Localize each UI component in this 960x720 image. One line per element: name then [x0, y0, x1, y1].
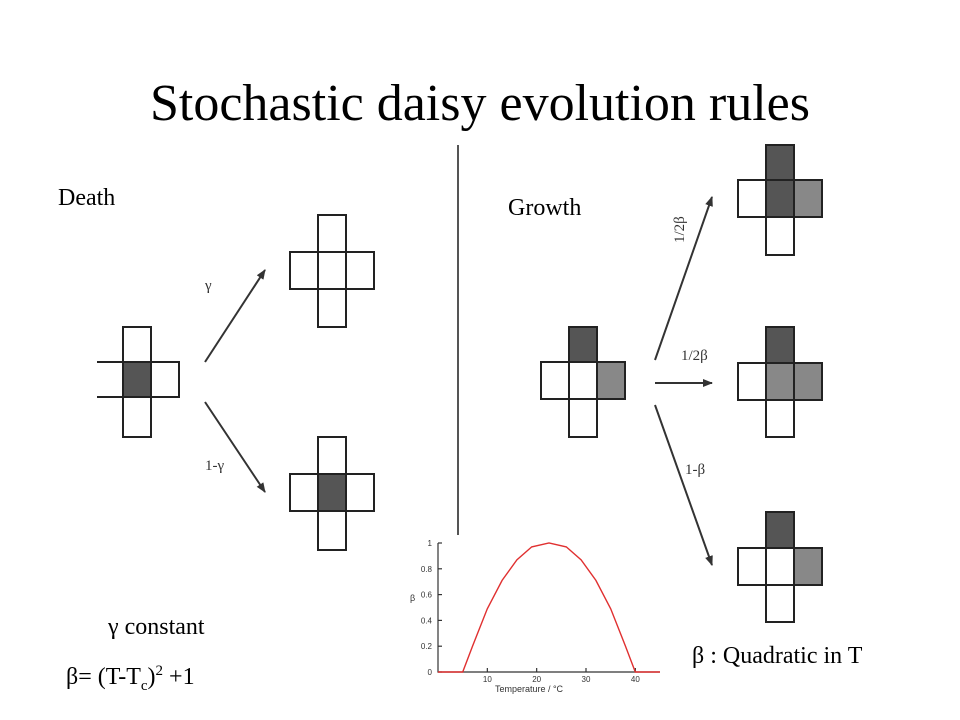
chart-y-axis-label: β	[410, 593, 415, 603]
chart-y-tick-label: 0.6	[421, 591, 433, 600]
death-arrow-up	[204, 269, 266, 363]
chart-x-axis-label: Temperature / °C	[495, 684, 564, 694]
growth-source-cross	[540, 326, 626, 438]
chart-x-tick-label: 20	[532, 675, 541, 684]
death-rate-one-minus-gamma: 1-γ	[205, 458, 224, 474]
beta-formula-superscript: 2	[155, 663, 164, 679]
chart-x-tick-label: 10	[483, 675, 492, 684]
beta-formula: β= (T-Tc)2 +1	[66, 657, 195, 700]
death-result-empty-cross	[289, 214, 375, 328]
beta-temperature-chart: 0 0.2 0.4 0.6 0.8 1 10 20 30 40 β Temperature / …	[410, 539, 660, 694]
chart-background	[398, 535, 660, 720]
growth-result-middle-cross	[737, 326, 823, 438]
slide-title: Stochastic daisy evolution rules	[149, 75, 810, 132]
growth-rate-half-beta-up: 1/2β	[672, 216, 688, 243]
chart-y-tick-label: 0.8	[421, 565, 433, 574]
death-result-survive-cross	[289, 436, 375, 551]
death-source-cross	[97, 326, 180, 438]
death-label: Death	[58, 185, 116, 211]
chart-x-tick-label: 40	[631, 675, 640, 684]
beta-formula-prefix: β= (T-T	[66, 664, 141, 690]
beta-formula-suffix: +1	[163, 664, 195, 690]
growth-result-top-cross	[737, 144, 823, 256]
growth-arrow-up	[654, 196, 713, 361]
chart-y-tick-label: 0.2	[421, 642, 433, 651]
beta-curve-line	[438, 542, 660, 673]
growth-rate-one-minus-beta: 1-β	[685, 462, 705, 478]
beta-quadratic-note: β : Quadratic in T	[692, 643, 863, 669]
chart-x-tick-label: 30	[582, 675, 591, 684]
death-arrow-down	[204, 401, 266, 493]
death-rate-gamma: γ	[204, 278, 212, 294]
growth-arrow-down	[654, 404, 713, 566]
beta-formula-subscript: c	[140, 677, 148, 694]
growth-label: Growth	[508, 195, 582, 221]
beta-formula-mid: )	[147, 664, 156, 690]
chart-y-tick-label: 0	[428, 668, 433, 677]
growth-rate-half-beta-mid: 1/2β	[681, 348, 708, 364]
growth-result-bottom-cross	[737, 511, 823, 623]
gamma-constant-note: γ constant	[108, 614, 205, 640]
chart-y-tick-label: 0.4	[421, 616, 433, 625]
chart-y-tick-label: 1	[428, 539, 433, 548]
